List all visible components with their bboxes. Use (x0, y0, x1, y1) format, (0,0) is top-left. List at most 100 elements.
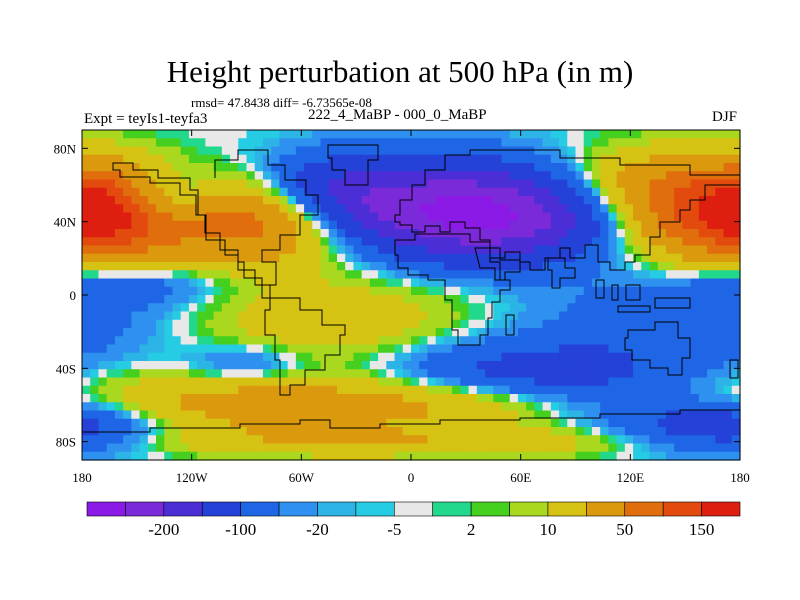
field-cell (435, 385, 445, 395)
field-cell (246, 443, 256, 453)
field-cell (386, 245, 396, 255)
field-cell (254, 130, 264, 139)
field-cell (221, 385, 231, 395)
field-cell (476, 435, 486, 445)
field-cell (172, 171, 182, 181)
field-cell (707, 418, 716, 428)
field-cell (221, 154, 231, 164)
field-cell (320, 146, 330, 156)
field-cell (139, 451, 149, 461)
field-cell (674, 130, 684, 139)
field-cell (657, 328, 667, 337)
field-cell (657, 130, 667, 139)
field-cell (575, 377, 585, 387)
field-cell (542, 245, 552, 255)
field-cell (731, 427, 741, 436)
field-cell (723, 295, 733, 304)
field-cell (411, 344, 420, 354)
field-cell (361, 204, 371, 214)
field-cell (402, 270, 412, 280)
field-cell (682, 394, 692, 403)
field-cell (517, 328, 527, 337)
field-cell (550, 377, 560, 387)
field-cell (328, 451, 338, 461)
field-cell (394, 319, 404, 329)
field-cell (534, 410, 544, 420)
field-cell (221, 402, 231, 412)
field-cell (452, 179, 461, 189)
field-cell (452, 435, 461, 445)
field-cell (624, 179, 634, 189)
field-cell (608, 451, 618, 461)
field-cell (378, 146, 387, 156)
field-cell (411, 394, 420, 403)
field-cell (616, 204, 626, 214)
field-cell (386, 253, 396, 263)
field-cell (197, 286, 206, 296)
field-cell (82, 171, 91, 181)
field-cell (575, 336, 585, 346)
field-cell (221, 253, 231, 263)
field-cell (575, 278, 585, 288)
field-cell (221, 303, 231, 313)
field-cell (715, 402, 725, 412)
field-cell (82, 451, 91, 461)
field-cell (353, 361, 363, 370)
field-cell (624, 451, 634, 461)
field-cell (624, 220, 634, 230)
field-cell (238, 229, 248, 238)
field-cell (517, 418, 527, 428)
field-cell (271, 237, 280, 247)
field-cell (328, 303, 338, 313)
field-cell (633, 328, 642, 337)
field-cell (723, 229, 733, 238)
field-cell (238, 196, 248, 205)
field-cell (172, 179, 182, 189)
field-cell (82, 295, 91, 304)
field-cell (254, 344, 264, 354)
field-cell (205, 435, 215, 445)
field-cell (123, 196, 132, 205)
field-cell (320, 196, 330, 205)
field-cell (386, 369, 396, 379)
field-cell (657, 171, 667, 181)
field-cell (715, 130, 725, 139)
field-cell (476, 352, 486, 362)
field-cell (82, 369, 91, 379)
field-cell (559, 212, 568, 222)
field-cell (485, 286, 494, 296)
field-cell (649, 303, 659, 313)
field-cell (295, 179, 305, 189)
field-cell (131, 204, 141, 214)
field-cell (493, 402, 503, 412)
field-cell (328, 369, 338, 379)
field-cell (452, 451, 461, 461)
field-cell (493, 336, 503, 346)
field-cell (106, 377, 116, 387)
field-cell (180, 138, 190, 148)
coastline-indonesia (617, 297, 691, 313)
field-cell (682, 410, 692, 420)
field-cell (353, 229, 363, 238)
field-cell (591, 352, 601, 362)
field-cell (476, 245, 486, 255)
field-cell (213, 187, 223, 197)
field-cell (90, 237, 100, 247)
field-cell (369, 427, 379, 436)
field-cell (419, 369, 429, 379)
field-cell (123, 295, 132, 304)
field-cell (254, 270, 264, 280)
field-cell (616, 138, 626, 148)
field-cell (246, 303, 256, 313)
field-cell (180, 204, 190, 214)
field-cell (575, 435, 585, 445)
field-cell (131, 352, 141, 362)
field-cell (633, 130, 642, 139)
field-cell (197, 212, 206, 222)
field-cell (542, 369, 552, 379)
field-cell (559, 262, 568, 271)
field-cell (460, 270, 470, 280)
field-cell (361, 146, 371, 156)
field-cell (435, 187, 445, 197)
field-cell (188, 336, 198, 346)
